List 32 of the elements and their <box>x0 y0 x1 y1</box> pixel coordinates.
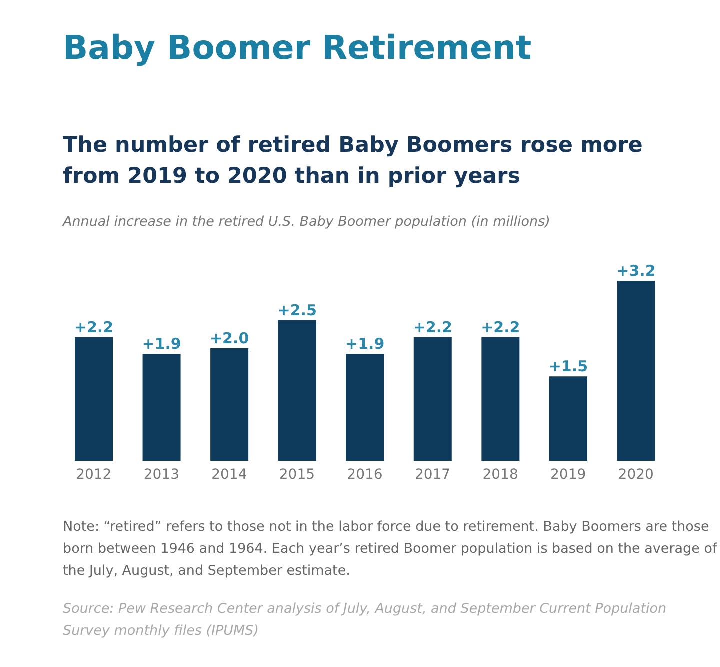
x-tick-label: 2020 <box>618 466 654 483</box>
x-tick-label: 2019 <box>550 466 586 483</box>
x-tick-label: 2016 <box>347 466 383 483</box>
chart-title: Baby Boomer Retirement <box>63 28 532 67</box>
data-label: +2.5 <box>278 301 317 320</box>
source-note: Source: Pew Research Center analysis of July, August, and September Current Population Survey monthly files (IPUMS) <box>63 600 668 641</box>
chart-subtitle: The number of retired Baby Boomers rose more from 2019 to 2020 than in prior years <box>63 132 643 191</box>
x-tick-label: 2015 <box>279 466 316 483</box>
x-tick-label: 2017 <box>414 466 451 483</box>
x-tick-label: 2013 <box>144 466 180 483</box>
x-tick-label: 2014 <box>212 466 248 483</box>
bar <box>210 348 249 461</box>
bar <box>346 354 384 461</box>
bar <box>278 320 316 461</box>
data-label: +1.9 <box>346 335 385 354</box>
data-label: +1.9 <box>142 335 182 354</box>
data-label: +2.2 <box>74 318 114 336</box>
x-tick-label: 2018 <box>482 466 518 483</box>
bar <box>75 337 113 461</box>
bar <box>482 337 520 461</box>
y-axis-title: Annual increase in the retired U.S. Baby Boomer population (in millions) <box>63 214 550 230</box>
data-label: +2.0 <box>210 330 250 348</box>
bar <box>414 337 452 461</box>
bar <box>549 376 588 461</box>
bar <box>617 281 656 461</box>
data-label: +1.5 <box>548 358 588 376</box>
data-label: +3.2 <box>616 262 656 280</box>
data-label: +2.2 <box>481 318 520 336</box>
data-label: +2.2 <box>413 318 452 336</box>
bar <box>142 354 181 461</box>
text: Note: “retired” refers to those not in the labor force due to retirement. Baby Boomers are those born between 1946 and 1964. Each year’s retired Boomer population is based on the average of the July, August, and September estimate. <box>63 518 718 581</box>
x-tick-label: 2012 <box>76 466 112 483</box>
